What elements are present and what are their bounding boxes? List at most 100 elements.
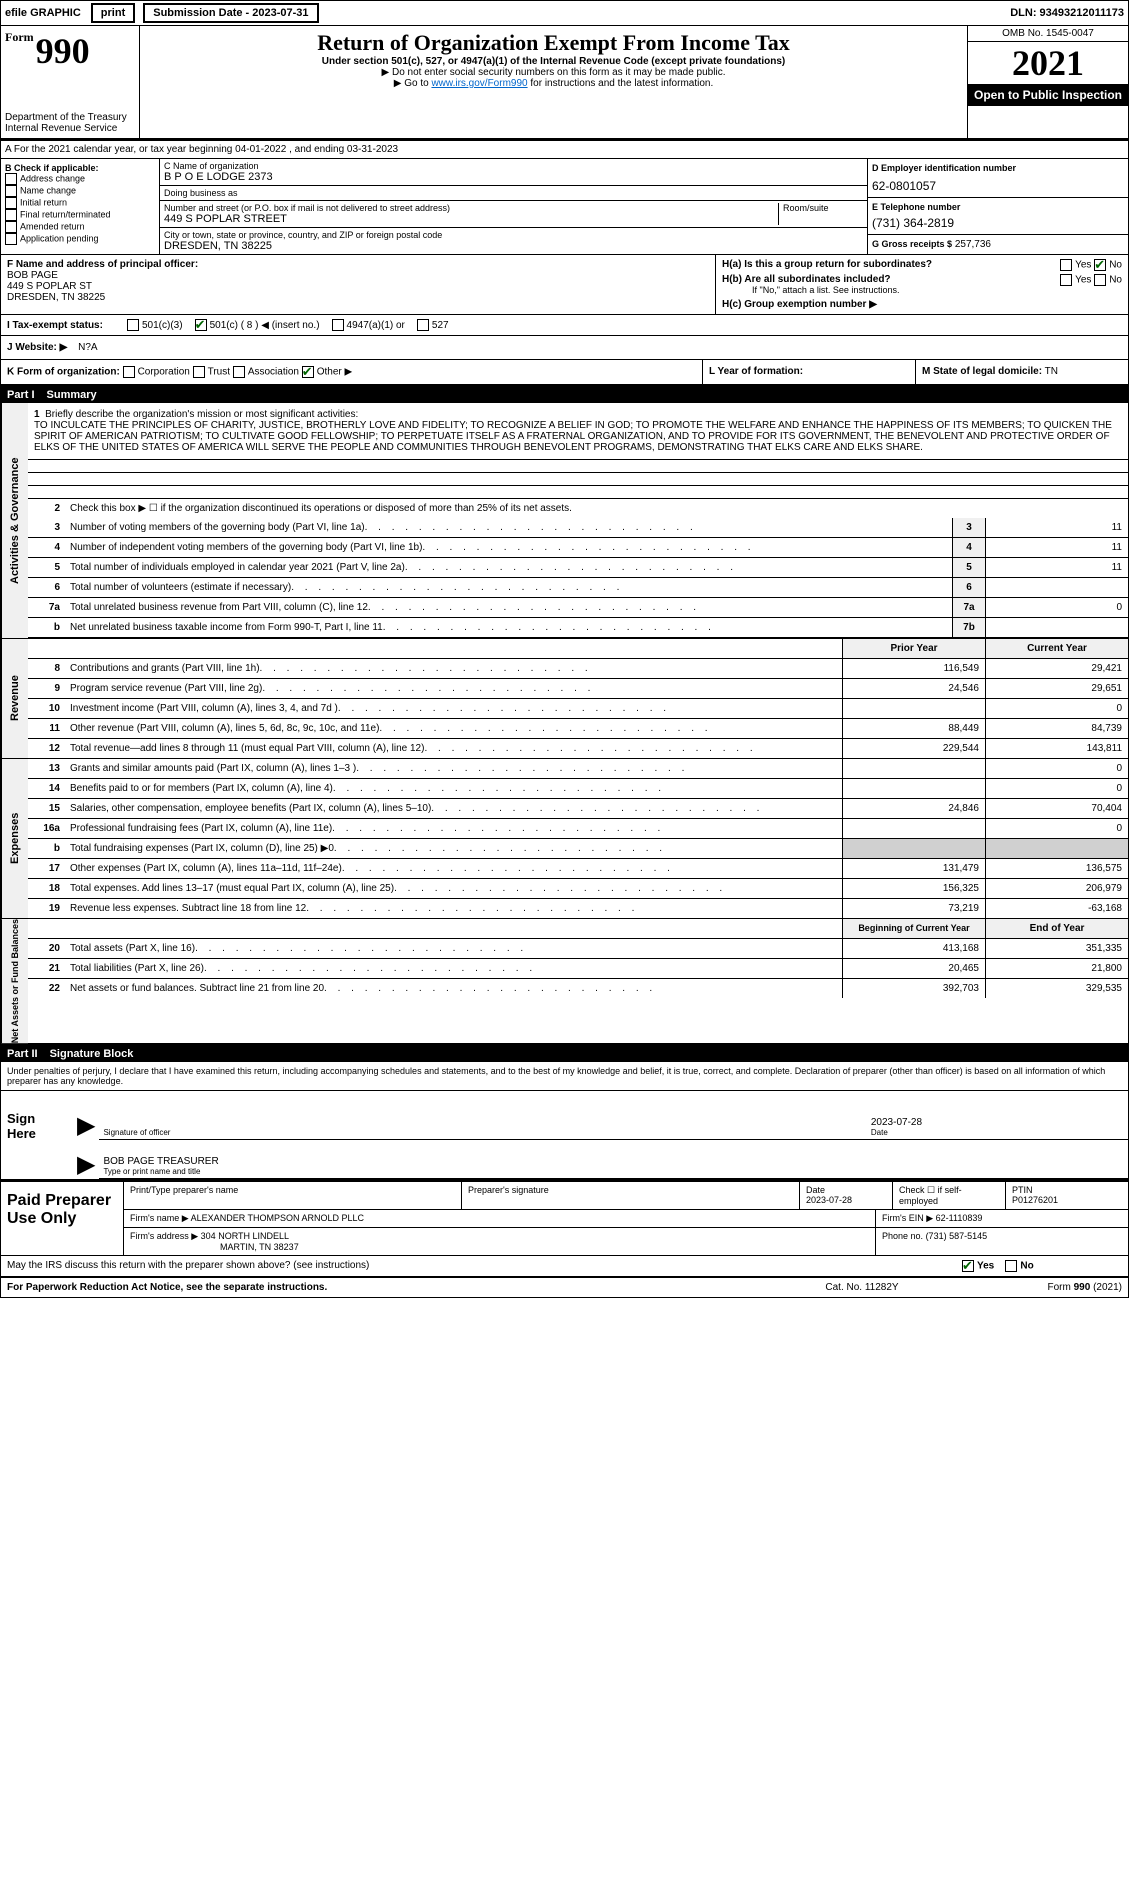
prep-phone-label: Phone no. xyxy=(882,1231,923,1241)
sidebar-revenue: Revenue xyxy=(1,639,28,758)
corp-check[interactable] xyxy=(123,366,135,378)
ha-no-check[interactable] xyxy=(1094,259,1106,271)
warn2: ▶ Go to www.irs.gov/Form990 for instruct… xyxy=(144,78,963,89)
col-end: End of Year xyxy=(985,919,1128,938)
sig-arrow-icon-2: ▶ xyxy=(73,1150,99,1179)
phone-value: (731) 364-2819 xyxy=(872,212,1124,230)
checkbox-app-pending[interactable]: Application pending xyxy=(5,233,155,245)
hb-yes-check[interactable] xyxy=(1060,274,1072,286)
street-label: Number and street (or P.O. box if mail i… xyxy=(164,203,778,213)
checkbox-final-return[interactable]: Final return/terminated xyxy=(5,209,155,221)
boxM-value: TN xyxy=(1045,366,1058,377)
phone-label: E Telephone number xyxy=(872,202,1124,212)
period-begin: A For the 2021 calendar year, or tax yea… xyxy=(5,144,286,155)
part2-header: Part II Signature Block xyxy=(1,1046,1128,1062)
trust-check[interactable] xyxy=(193,366,205,378)
form-header: Form990 Department of the Treasury Inter… xyxy=(1,26,1128,141)
table-row: b Net unrelated business taxable income … xyxy=(28,618,1128,638)
table-row: 15 Salaries, other compensation, employe… xyxy=(28,799,1128,819)
form-number: 990 xyxy=(36,31,90,71)
boxJ-label: J Website: ▶ xyxy=(7,342,67,353)
assoc-check[interactable] xyxy=(233,366,245,378)
submission-date-button[interactable]: Submission Date - 2023-07-31 xyxy=(143,3,318,23)
part1-header: Part I Summary xyxy=(1,387,1128,403)
mission-text: TO INCULCATE THE PRINCIPLES OF CHARITY, … xyxy=(34,420,1112,453)
other-check[interactable] xyxy=(302,366,314,378)
table-row: 9 Program service revenue (Part VIII, li… xyxy=(28,679,1128,699)
warn2-post: for instructions and the latest informat… xyxy=(528,78,714,89)
ptin: PTIN P01276201 xyxy=(1006,1182,1128,1209)
table-row: 10 Investment income (Part VIII, column … xyxy=(28,699,1128,719)
self-emp[interactable]: Check ☐ if self-employed xyxy=(893,1182,1006,1209)
sidebar-governance: Activities & Governance xyxy=(1,403,28,638)
warn2-pre: ▶ Go to xyxy=(394,78,432,89)
discuss-row: May the IRS discuss this return with the… xyxy=(1,1255,1128,1276)
table-row: 22 Net assets or fund balances. Subtract… xyxy=(28,979,1128,998)
org-name-label: C Name of organization xyxy=(164,161,863,171)
klm-row: K Form of organization: Corporation Trus… xyxy=(1,360,1128,387)
checkbox-address-change[interactable]: Address change xyxy=(5,173,155,185)
subtitle: Under section 501(c), 527, or 4947(a)(1)… xyxy=(144,56,963,67)
website-row: J Website: ▶ N?A xyxy=(1,336,1128,360)
declaration: Under penalties of perjury, I declare th… xyxy=(1,1062,1128,1091)
paid-prep-label: Paid Preparer Use Only xyxy=(1,1182,124,1255)
city-label: City or town, state or province, country… xyxy=(164,230,863,240)
checkbox-initial-return[interactable]: Initial return xyxy=(5,197,155,209)
opt-527: 527 xyxy=(432,320,449,331)
sidebar-expenses: Expenses xyxy=(1,759,28,918)
irs-link[interactable]: www.irs.gov/Form990 xyxy=(431,78,527,89)
form-990-title: Form990 xyxy=(5,30,135,72)
527-check[interactable] xyxy=(417,319,429,331)
ein-value: 62-0801057 xyxy=(872,173,1124,193)
sig-date-label: Date xyxy=(871,1128,1124,1137)
table-row: 12 Total revenue—add lines 8 through 11 … xyxy=(28,739,1128,758)
website-value: N?A xyxy=(78,342,97,353)
period-end: , and ending 03-31-2023 xyxy=(289,144,398,155)
room-label: Room/suite xyxy=(783,203,863,213)
table-row: 3 Number of voting members of the govern… xyxy=(28,518,1128,538)
org-name: B P O E LODGE 2373 xyxy=(164,171,863,183)
efile-label: efile GRAPHIC xyxy=(5,7,81,19)
501c-check[interactable] xyxy=(195,319,207,331)
table-row: 14 Benefits paid to or for members (Part… xyxy=(28,779,1128,799)
table-row: b Total fundraising expenses (Part IX, c… xyxy=(28,839,1128,859)
dln-label: DLN: 93493212011173 xyxy=(1010,7,1124,19)
officer-addr2: DRESDEN, TN 38225 xyxy=(7,292,709,303)
boxL-label: L Year of formation: xyxy=(709,366,803,377)
discuss-no-check[interactable] xyxy=(1005,1260,1017,1272)
line2-desc: Check this box ▶ ☐ if the organization d… xyxy=(66,499,1128,518)
period-row: A For the 2021 calendar year, or tax yea… xyxy=(1,141,1128,159)
sig-officer-label: Signature of officer xyxy=(103,1128,862,1137)
footer-row: For Paperwork Reduction Act Notice, see … xyxy=(1,1276,1128,1297)
501c3-check[interactable] xyxy=(127,319,139,331)
4947-check[interactable] xyxy=(332,319,344,331)
ha-yes-check[interactable] xyxy=(1060,259,1072,271)
part1-title: Summary xyxy=(47,389,97,401)
hb-no-check[interactable] xyxy=(1094,274,1106,286)
table-row: 4 Number of independent voting members o… xyxy=(28,538,1128,558)
opt-4947: 4947(a)(1) or xyxy=(347,320,405,331)
section-fgh: F Name and address of principal officer:… xyxy=(1,255,1128,315)
tax-year: 2021 xyxy=(968,42,1128,84)
part2-label: Part II xyxy=(7,1048,38,1060)
warn1: ▶ Do not enter social security numbers o… xyxy=(144,67,963,78)
table-row: 20 Total assets (Part X, line 16) . . . … xyxy=(28,939,1128,959)
prep-name-label: Print/Type preparer's name xyxy=(124,1182,462,1209)
checkbox-amended[interactable]: Amended return xyxy=(5,221,155,233)
gross-value: 257,736 xyxy=(955,239,991,250)
col-curr: Current Year xyxy=(985,639,1128,658)
print-button[interactable]: print xyxy=(91,3,135,23)
checkbox-name-change[interactable]: Name change xyxy=(5,185,155,197)
boxM-label: M State of legal domicile: xyxy=(922,366,1042,377)
boxI-label: I Tax-exempt status: xyxy=(7,320,127,331)
table-row: 13 Grants and similar amounts paid (Part… xyxy=(28,759,1128,779)
discuss-yes-check[interactable] xyxy=(962,1260,974,1272)
officer-name: BOB PAGE xyxy=(7,270,709,281)
open-public-badge: Open to Public Inspection xyxy=(968,84,1128,106)
sig-arrow-icon: ▶ xyxy=(73,1111,99,1140)
table-row: 17 Other expenses (Part IX, column (A), … xyxy=(28,859,1128,879)
boxB-header: B Check if applicable: xyxy=(5,163,155,173)
irs-label: Internal Revenue Service xyxy=(5,123,135,134)
firm-addr: 304 NORTH LINDELL xyxy=(201,1231,289,1241)
topbar: efile GRAPHIC print Submission Date - 20… xyxy=(1,1,1128,26)
